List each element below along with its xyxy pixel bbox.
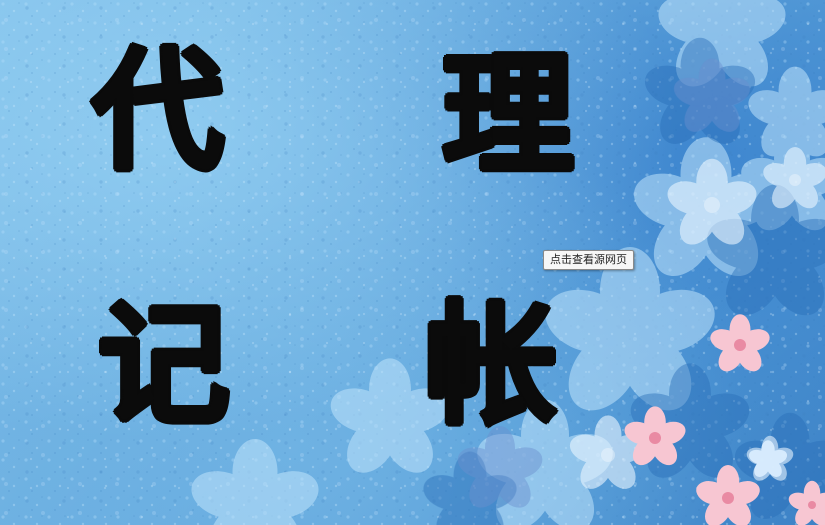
banner-char-bottom-left: 记 <box>98 288 230 443</box>
banner-char-top-right: 理 <box>442 38 574 193</box>
view-source-tooltip[interactable]: 点击查看源网页 <box>543 250 634 270</box>
banner-char-top-left: 代 <box>92 34 224 189</box>
banner-char-bottom-right: 帐 <box>425 288 557 443</box>
